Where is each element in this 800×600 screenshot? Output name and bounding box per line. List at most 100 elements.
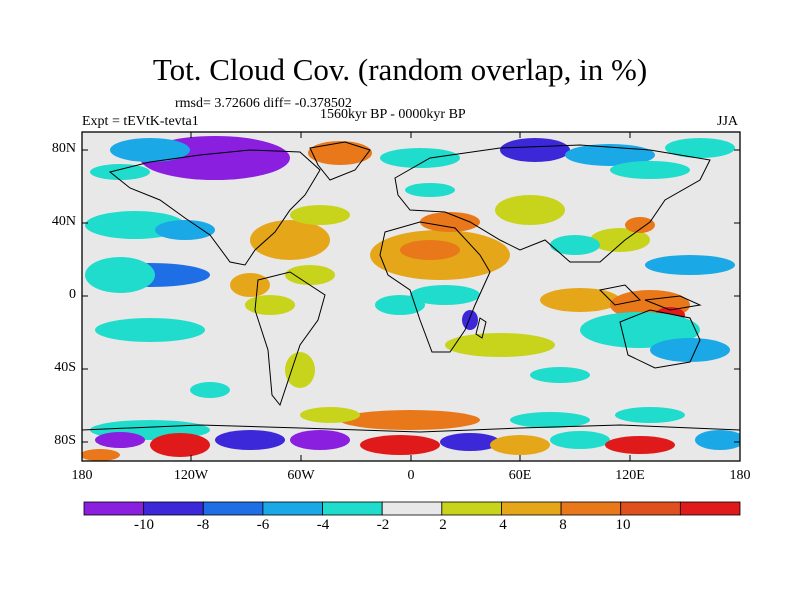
experiment-label: Expt = tEVtK-tevta1 [82, 114, 199, 129]
anomaly-patch [340, 410, 480, 430]
anomaly-patch [110, 138, 190, 162]
colorbar-swatch [381, 501, 443, 516]
stats-line: rmsd= 3.72606 diff= -0.378502 [175, 96, 352, 111]
lon-label-180w: 180 [71, 468, 93, 483]
colorbar-label: 8 [559, 517, 567, 533]
anomaly-patch [85, 257, 155, 293]
anomaly-patch [150, 433, 210, 457]
north-america-outline [108, 149, 321, 266]
africa-outline [379, 221, 491, 353]
chart-title: Tot. Cloud Cov. (random overlap, in %) [152, 52, 648, 87]
anomaly-patch [82, 449, 120, 461]
colorbar-label: 10 [615, 517, 631, 533]
anomaly-patch [410, 285, 480, 305]
colorbar-label: -10 [134, 517, 154, 533]
colorbar-label: 4 [499, 517, 507, 533]
lon-label-120e: 120E [615, 468, 645, 483]
colorbar-swatch [143, 501, 204, 516]
anomaly-patch [290, 205, 350, 225]
colorbar-swatch [501, 501, 562, 516]
maritime-continent-outline [598, 284, 702, 311]
lat-label-40s: 40S [54, 360, 76, 375]
anomaly-patch [420, 212, 480, 232]
lat-label-40n: 40N [51, 214, 76, 229]
anomaly-patch [190, 382, 230, 398]
colorbar-swatch [441, 501, 502, 516]
colorbar-swatch [262, 501, 323, 516]
greenland-outline [309, 141, 371, 181]
anomaly-field [82, 136, 740, 461]
lon-label-60w: 60W [287, 468, 315, 483]
anomaly-patch [380, 148, 460, 168]
anomaly-patch [565, 144, 655, 166]
anomaly-patch [650, 338, 730, 362]
anomaly-patch [495, 195, 565, 225]
colorbar-label: -6 [256, 517, 270, 533]
anomaly-patch [230, 273, 270, 297]
colorbar-swatch [560, 501, 622, 516]
anomaly-patch [245, 295, 295, 315]
anomaly-patch [462, 310, 478, 330]
colorbar [83, 501, 741, 516]
coastlines [82, 141, 740, 433]
map-plot-area [82, 132, 740, 461]
anomaly-patch [360, 435, 440, 455]
anomaly-patch [95, 318, 205, 342]
colorbar-swatch [202, 501, 264, 516]
anomaly-patch [90, 164, 150, 180]
anomaly-patch [400, 240, 460, 260]
anomaly-patch [290, 430, 350, 450]
anomaly-patch [405, 183, 455, 197]
anomaly-patch [550, 431, 610, 449]
anomaly-patch [308, 141, 372, 165]
anomaly-patch [445, 333, 555, 357]
madagascar-outline [475, 317, 487, 339]
anomaly-patch [500, 138, 570, 162]
season-label: JJA [717, 114, 739, 129]
eurasia-outline [394, 144, 711, 263]
anomaly-patch [550, 235, 600, 255]
anomaly-patch [530, 367, 590, 383]
axis-ticks [82, 132, 740, 461]
anomaly-patch [250, 220, 330, 260]
colorbar-swatch [83, 501, 145, 516]
anomaly-patch [490, 435, 550, 455]
australia-outline [619, 309, 701, 369]
anomaly-patch [580, 312, 700, 348]
anomaly-patch [610, 161, 690, 179]
lon-label-0: 0 [407, 468, 415, 483]
colorbar-label: -2 [376, 517, 390, 533]
anomaly-patch [540, 288, 620, 312]
anomaly-patch [695, 430, 740, 450]
anomaly-patch [155, 220, 215, 240]
anomaly-patch [510, 412, 590, 428]
anomaly-patch [285, 265, 335, 285]
colorbar-label: -8 [196, 517, 210, 533]
anomaly-patch [605, 436, 675, 454]
anomaly-patch [615, 407, 685, 423]
south-america-outline [254, 271, 326, 407]
colorbar-swatch [679, 501, 741, 516]
lat-label-80s: 80S [54, 433, 76, 448]
anomaly-patch [645, 255, 735, 275]
colorbar-swatch [322, 501, 383, 516]
lon-label-120w: 120W [173, 468, 209, 483]
lon-label-180e: 180 [729, 468, 751, 483]
anomaly-patch [300, 407, 360, 423]
colorbar-swatch [620, 501, 681, 516]
colorbar-label: -4 [316, 517, 330, 533]
anomaly-patch [665, 138, 735, 158]
anomaly-patch [215, 430, 285, 450]
lon-label-60e: 60E [508, 468, 532, 483]
colorbar-label: 2 [439, 517, 447, 533]
lat-label-80n: 80N [51, 141, 76, 156]
period-label: 1560kyr BP - 0000kyr BP [320, 107, 466, 122]
anomaly-patch [285, 352, 315, 388]
lat-label-0: 0 [69, 287, 76, 302]
anomaly-patch [440, 433, 500, 451]
antarctica-outline [82, 424, 740, 433]
anomaly-patch [95, 432, 145, 448]
anomaly-patch [625, 217, 655, 233]
anomaly-patch [375, 295, 425, 315]
